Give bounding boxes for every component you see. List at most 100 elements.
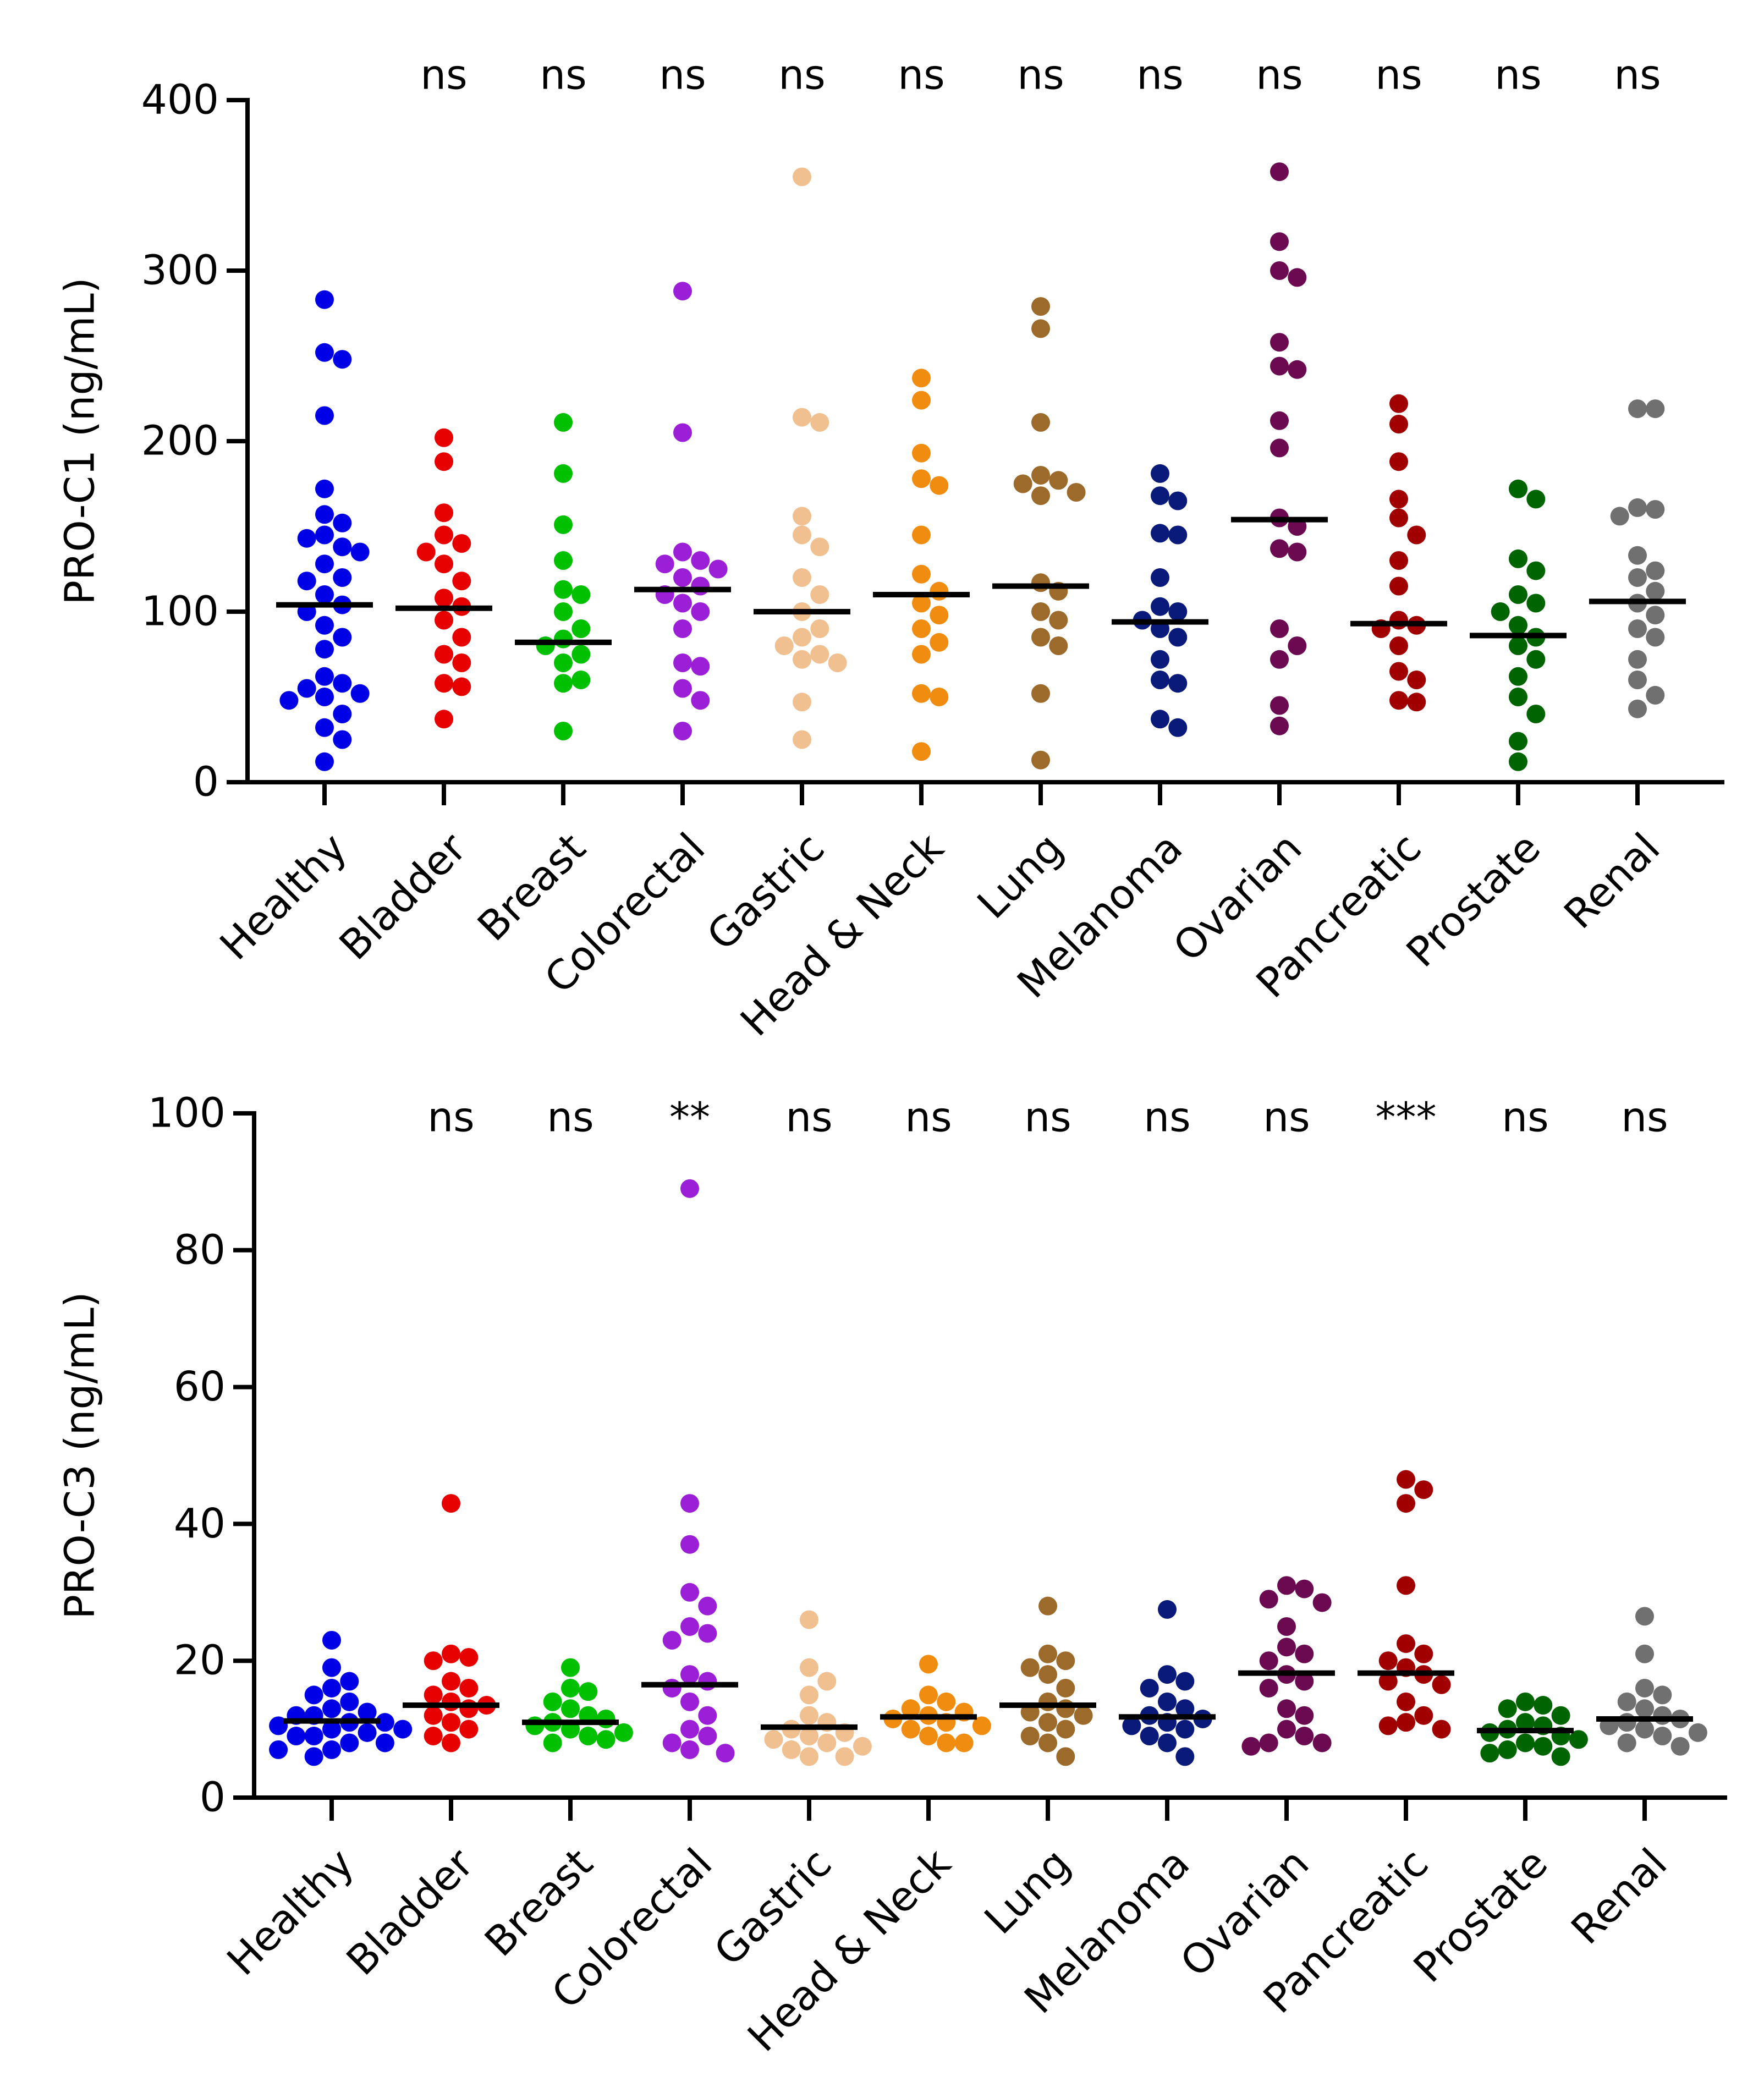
data-point (435, 645, 453, 664)
x-tick-label: Prostate (1405, 1839, 1557, 1991)
data-point (459, 1720, 479, 1739)
data-point (1038, 1644, 1057, 1663)
data-point (1295, 1727, 1314, 1746)
data-point (459, 1699, 479, 1718)
data-point (691, 691, 710, 710)
data-point (536, 636, 555, 655)
data-point (901, 1699, 920, 1718)
x-tick-label: Healthy (218, 1839, 364, 1985)
significance-label: ns (427, 1094, 474, 1141)
data-point (1038, 1692, 1057, 1711)
data-point (793, 628, 811, 647)
data-point (1270, 438, 1289, 458)
data-point (315, 406, 334, 425)
data-point (800, 1610, 818, 1629)
data-point (673, 568, 692, 587)
data-point (543, 1692, 562, 1711)
data-point (297, 529, 316, 548)
data-point (912, 525, 931, 545)
data-point (1259, 1733, 1278, 1753)
data-point (1509, 636, 1527, 655)
data-point (1031, 684, 1050, 703)
data-point (452, 572, 471, 591)
data-point (315, 505, 334, 524)
data-point (800, 1747, 818, 1766)
data-point (1151, 486, 1169, 506)
data-point (333, 730, 352, 749)
significance-label: ns (547, 1094, 594, 1141)
data-point (1277, 1617, 1296, 1636)
data-point (315, 554, 334, 574)
data-point (1056, 1699, 1075, 1718)
data-point (912, 645, 931, 664)
data-point (525, 1716, 545, 1735)
data-point (912, 684, 931, 703)
x-tick-label: Head & Neck (732, 824, 953, 1045)
data-point (662, 1733, 682, 1753)
data-point (1151, 568, 1169, 587)
data-point (1038, 1596, 1057, 1616)
data-point (1031, 466, 1050, 485)
data-point (304, 1727, 323, 1746)
data-point (1277, 1720, 1296, 1739)
data-point (393, 1720, 413, 1739)
data-point (1031, 297, 1050, 316)
data-point (1389, 508, 1408, 528)
data-point (698, 1596, 717, 1616)
data-point (322, 1658, 341, 1677)
data-point (1175, 1672, 1195, 1691)
data-point (1038, 1713, 1057, 1732)
data-point (1551, 1747, 1570, 1766)
y-axis-label: PRO-C1 (ng/mL) (57, 277, 104, 605)
significance-label: ns (1621, 1094, 1668, 1141)
data-point (1526, 561, 1546, 580)
data-point (912, 443, 931, 463)
data-point (680, 1740, 699, 1759)
data-point (1259, 1590, 1278, 1609)
data-point (459, 1647, 479, 1667)
data-point (1414, 1706, 1433, 1725)
x-tick-label: Bladder (331, 824, 476, 969)
data-point (571, 645, 591, 664)
data-point (459, 1678, 479, 1698)
data-point (435, 554, 453, 574)
data-point (930, 476, 949, 495)
data-point (442, 1494, 460, 1513)
data-point (673, 282, 692, 301)
data-point (333, 513, 352, 532)
data-point (1635, 1699, 1654, 1718)
data-point (1074, 1706, 1093, 1725)
data-point (1140, 1678, 1159, 1698)
significance-label: ns (785, 1094, 832, 1141)
y-tick-label: 0 (193, 759, 219, 806)
data-point (930, 688, 949, 706)
data-point (596, 1709, 616, 1728)
data-point (333, 568, 352, 587)
data-point (297, 679, 316, 698)
data-point (304, 1747, 323, 1766)
data-point (322, 1699, 341, 1718)
data-point (1635, 1678, 1654, 1698)
data-point (828, 653, 847, 672)
significance-label: ns (1375, 52, 1422, 99)
data-point (680, 1720, 699, 1739)
data-point (1378, 1716, 1398, 1735)
data-point (673, 542, 692, 562)
data-point (912, 742, 931, 761)
data-point (1526, 490, 1546, 509)
data-point (1491, 602, 1510, 621)
data-point (1168, 525, 1188, 545)
data-point (930, 633, 949, 652)
data-point (1378, 1651, 1398, 1671)
data-point (1270, 333, 1289, 352)
data-point (680, 1583, 699, 1602)
data-point (1526, 705, 1546, 723)
data-point (1056, 1747, 1075, 1766)
data-point (1288, 542, 1307, 562)
data-point (1031, 750, 1050, 770)
data-point (1389, 490, 1408, 509)
data-point (452, 653, 471, 672)
data-point (1628, 498, 1647, 517)
data-point (358, 1702, 377, 1722)
